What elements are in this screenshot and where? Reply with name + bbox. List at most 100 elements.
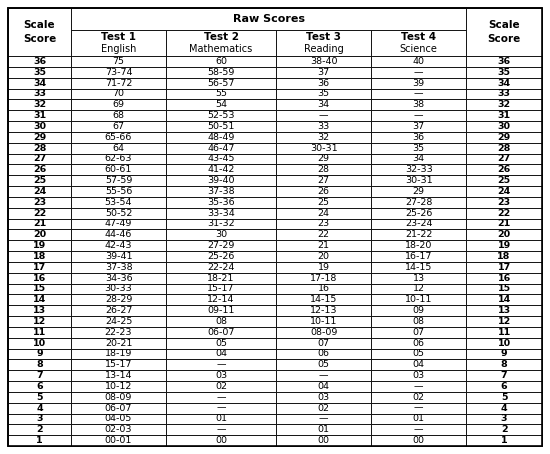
Text: 31: 31	[498, 111, 510, 120]
Text: 04-05: 04-05	[105, 415, 132, 424]
Text: 70: 70	[113, 89, 124, 99]
Bar	[276, 424, 371, 435]
Text: 39-41: 39-41	[105, 252, 133, 261]
Bar	[371, 305, 466, 316]
Bar	[371, 67, 466, 78]
Text: 02: 02	[317, 404, 329, 413]
Bar	[276, 381, 371, 392]
Bar	[466, 229, 542, 240]
Text: 04: 04	[215, 350, 227, 358]
Bar	[466, 283, 542, 294]
Text: 37-38: 37-38	[207, 187, 235, 196]
Text: 05: 05	[215, 339, 227, 348]
Bar	[71, 67, 166, 78]
Bar	[8, 349, 71, 359]
Text: 27-29: 27-29	[207, 241, 235, 250]
Bar	[371, 349, 466, 359]
Text: 69: 69	[113, 100, 124, 109]
Text: 11: 11	[497, 328, 511, 337]
Bar	[371, 283, 466, 294]
Bar	[8, 207, 71, 218]
Bar	[71, 207, 166, 218]
Text: 17-18: 17-18	[310, 274, 337, 282]
Text: 8: 8	[500, 360, 508, 369]
Text: 39-40: 39-40	[207, 176, 235, 185]
Bar	[466, 424, 542, 435]
Text: 4: 4	[36, 404, 43, 413]
Bar	[371, 143, 466, 153]
Bar	[276, 273, 371, 283]
Text: 30: 30	[498, 122, 510, 131]
Bar	[71, 359, 166, 370]
Text: 36: 36	[412, 133, 425, 142]
Bar	[466, 316, 542, 327]
Bar	[71, 197, 166, 207]
Bar	[166, 305, 276, 316]
Text: 31-32: 31-32	[207, 219, 235, 228]
Text: 10-11: 10-11	[310, 317, 337, 326]
Bar	[166, 121, 276, 132]
Bar	[71, 349, 166, 359]
Bar	[371, 392, 466, 403]
Bar	[276, 197, 371, 207]
Bar	[466, 349, 542, 359]
Bar	[466, 305, 542, 316]
Text: —: —	[319, 111, 328, 120]
Bar	[71, 435, 166, 446]
Text: 08-09: 08-09	[310, 328, 337, 337]
Bar	[371, 435, 466, 446]
Text: 21: 21	[497, 219, 511, 228]
Text: 03: 03	[317, 393, 329, 402]
Bar	[466, 110, 542, 121]
Bar	[71, 305, 166, 316]
Text: 15-17: 15-17	[105, 360, 132, 369]
Text: Mathematics: Mathematics	[189, 44, 252, 54]
Bar	[276, 143, 371, 153]
Text: English: English	[101, 44, 136, 54]
Text: 07: 07	[412, 328, 425, 337]
Text: 19: 19	[33, 241, 46, 250]
Text: Raw Scores: Raw Scores	[233, 14, 305, 24]
Bar	[8, 240, 71, 251]
Bar	[8, 305, 71, 316]
Text: 18: 18	[33, 252, 46, 261]
Bar	[466, 67, 542, 78]
Bar	[276, 78, 371, 89]
Text: 52-53: 52-53	[207, 111, 235, 120]
Text: 64: 64	[113, 143, 124, 153]
Text: 6: 6	[36, 382, 43, 391]
Bar	[71, 186, 166, 197]
Text: 21: 21	[33, 219, 46, 228]
Text: 10: 10	[33, 339, 46, 348]
Bar	[276, 370, 371, 381]
Text: 3: 3	[36, 415, 43, 424]
Text: 23: 23	[33, 198, 46, 207]
Text: 13: 13	[498, 306, 510, 315]
Text: Science: Science	[400, 44, 438, 54]
Text: 48-49: 48-49	[207, 133, 235, 142]
Bar	[371, 294, 466, 305]
Bar	[371, 262, 466, 273]
Text: 30-31: 30-31	[405, 176, 432, 185]
Bar	[8, 143, 71, 153]
Text: 25: 25	[498, 176, 510, 185]
Bar	[8, 110, 71, 121]
Bar	[276, 67, 371, 78]
Text: 15: 15	[498, 284, 510, 293]
Text: 04: 04	[412, 360, 425, 369]
Bar	[166, 229, 276, 240]
Text: —: —	[414, 425, 424, 434]
Text: 02-03: 02-03	[105, 425, 133, 434]
Text: 14-15: 14-15	[310, 295, 337, 304]
Bar	[276, 338, 371, 349]
Text: 12: 12	[33, 317, 46, 326]
Bar	[166, 414, 276, 424]
Bar	[466, 143, 542, 153]
Bar	[466, 381, 542, 392]
Bar	[276, 30, 371, 56]
Bar	[166, 316, 276, 327]
Text: 35: 35	[33, 68, 46, 77]
Bar	[71, 403, 166, 414]
Bar	[466, 197, 542, 207]
Text: 37-38: 37-38	[104, 263, 133, 272]
